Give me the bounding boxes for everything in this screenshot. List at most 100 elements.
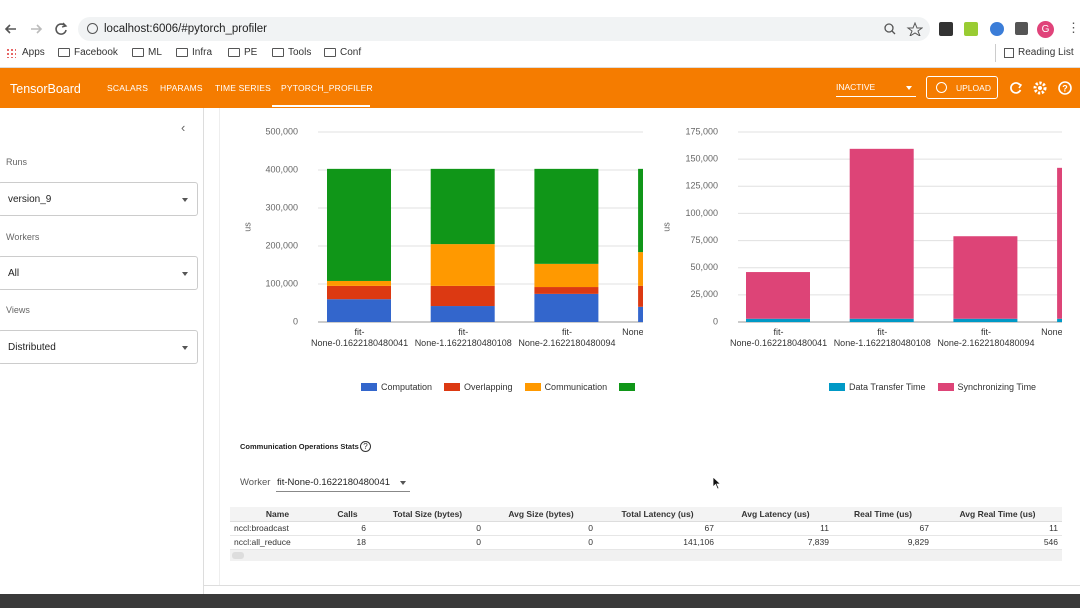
legend-item[interactable]: Communication — [524, 382, 607, 392]
y-tick-label: 100,000 — [265, 278, 298, 288]
legend-item[interactable] — [619, 382, 639, 392]
nav-buttons[interactable] — [0, 18, 80, 42]
status-select[interactable]: INACTIVE — [836, 82, 876, 92]
bookmark[interactable]: ML — [132, 47, 162, 58]
column-header[interactable]: Name — [230, 507, 325, 522]
worker-select[interactable]: fit-None-0.1622180480041 — [277, 477, 391, 488]
bar-segment — [534, 168, 599, 264]
bar-segment — [430, 285, 495, 307]
y-tick-label: 125,000 — [685, 181, 718, 191]
scrollbar[interactable] — [230, 550, 1062, 561]
bookmark[interactable]: Tools — [272, 47, 311, 58]
bar-segment — [746, 318, 810, 322]
legend-swatch — [524, 383, 541, 391]
y-axis-label: us — [661, 222, 671, 232]
address-bar[interactable]: localhost:6006/#pytorch_profiler — [78, 17, 930, 41]
bar-segment — [534, 293, 599, 322]
x-tick-label: fit- None-0.1622180480041 — [311, 327, 409, 348]
bar-segment — [327, 299, 391, 322]
stats-table: Name Calls Total Size (bytes) Avg Size (byt… — [230, 507, 1062, 550]
legend-label: Overlapping — [464, 382, 513, 392]
bar-segment — [638, 252, 643, 286]
profile-avatar[interactable]: G — [1037, 21, 1054, 38]
legend-swatch — [937, 383, 954, 391]
bar-segment — [327, 285, 391, 300]
legend-swatch — [829, 383, 845, 391]
table-cell: 141,106 — [597, 535, 718, 550]
workers-select[interactable]: All — [0, 256, 198, 290]
column-header[interactable]: Avg Latency (us) — [718, 507, 833, 522]
nav-tab[interactable]: PYTORCH_PROFILER — [281, 83, 373, 93]
reading-list-label: Reading List — [1018, 47, 1074, 58]
table-cell: 67 — [833, 521, 933, 536]
y-axis-label: us — [242, 222, 252, 232]
legend-item[interactable]: Overlapping — [444, 382, 513, 392]
bar-segment — [638, 285, 643, 307]
bookmark[interactable]: Facebook — [58, 47, 118, 58]
bar-segment — [430, 168, 495, 245]
legend-label: Computation — [381, 382, 433, 392]
table-cell: 67 — [597, 521, 718, 536]
legend-item[interactable]: Synchronizing Time — [937, 382, 1036, 392]
bar-segment — [430, 306, 495, 322]
header-icons[interactable]: ? — [1008, 80, 1076, 96]
nav-tab[interactable]: HPARAMS — [160, 83, 203, 93]
nav-tab[interactable]: TIME SERIES — [215, 83, 272, 93]
column-header[interactable]: Avg Real Time (us) — [933, 507, 1062, 522]
legend-item[interactable]: Computation — [361, 382, 432, 392]
browser-chrome: localhost:6006/#pytorch_profiler G ⋮ App… — [0, 0, 1080, 68]
apps-icon — [6, 48, 16, 58]
extension-icon[interactable] — [1015, 22, 1028, 35]
reading-list[interactable]: Reading List — [1004, 47, 1074, 58]
y-tick-label: 500,000 — [265, 126, 298, 136]
column-header[interactable]: Total Latency (us) — [597, 507, 718, 522]
table-cell: nccl:broadcast — [230, 521, 325, 536]
mouse-cursor — [712, 476, 722, 490]
legend: Computation Overlapping Communication — [361, 382, 639, 392]
bar-segment — [953, 318, 1018, 322]
runs-label: Runs — [6, 157, 28, 167]
extension-icon[interactable] — [990, 22, 1004, 36]
nav-tab[interactable]: SCALARS — [107, 83, 149, 93]
bookmark[interactable]: Infra — [176, 47, 212, 58]
legend-item[interactable]: Data Transfer Time — [829, 382, 926, 392]
views-select[interactable]: Distributed — [0, 330, 198, 364]
runs-select[interactable]: version_9 — [0, 182, 198, 216]
chart: 0 25,000 50,000 75,000 100,000 125,000 150,000… — [660, 120, 1062, 400]
y-tick-label: 400,000 — [265, 164, 298, 174]
column-header[interactable]: Calls — [325, 507, 370, 522]
column-header[interactable]: Total Size (bytes) — [370, 507, 485, 522]
bar-segment — [953, 236, 1018, 319]
column-header[interactable]: Avg Size (bytes) — [485, 507, 597, 522]
extension-icon[interactable] — [964, 22, 978, 36]
bar-segment — [746, 272, 810, 319]
folder-icon — [272, 48, 284, 57]
y-tick-label: 100,000 — [685, 208, 718, 218]
folder-icon — [176, 48, 188, 57]
bar-segment — [534, 263, 599, 288]
upload-button[interactable]: UPLOAD — [926, 76, 998, 99]
y-tick-label: 75,000 — [690, 235, 718, 245]
extension-icon[interactable] — [939, 22, 953, 36]
chart: 0 100,000 200,000 300,000 400,000 500,000 us fi… — [220, 120, 643, 400]
panel-divider — [219, 108, 220, 586]
bookmark[interactable]: PE — [228, 47, 257, 58]
bookmark[interactable]: Apps — [22, 47, 45, 58]
chart-plot: 0 25,000 50,000 75,000 100,000 125,000 150,000… — [661, 126, 1062, 326]
table-cell: 6 — [325, 521, 370, 536]
bookmark-label: Apps — [22, 47, 45, 58]
y-tick-label: 200,000 — [265, 240, 298, 250]
bookmark[interactable]: Conf — [324, 47, 361, 58]
table-cell: 11 — [718, 521, 833, 536]
legend-swatch — [619, 383, 636, 391]
bookmark-label: Infra — [192, 47, 213, 58]
legend-label: Data Transfer Time — [849, 382, 926, 392]
x-tick-label: None — [622, 327, 643, 337]
collapse-button[interactable]: ‹ — [181, 120, 186, 135]
sidebar: ‹ Runs version_9 Workers All Views Distr… — [0, 108, 204, 594]
folder-icon — [58, 48, 70, 57]
help-icon[interactable]: ? — [360, 441, 371, 452]
column-header[interactable]: Real Time (us) — [833, 507, 933, 522]
bar-segment — [1057, 167, 1062, 319]
